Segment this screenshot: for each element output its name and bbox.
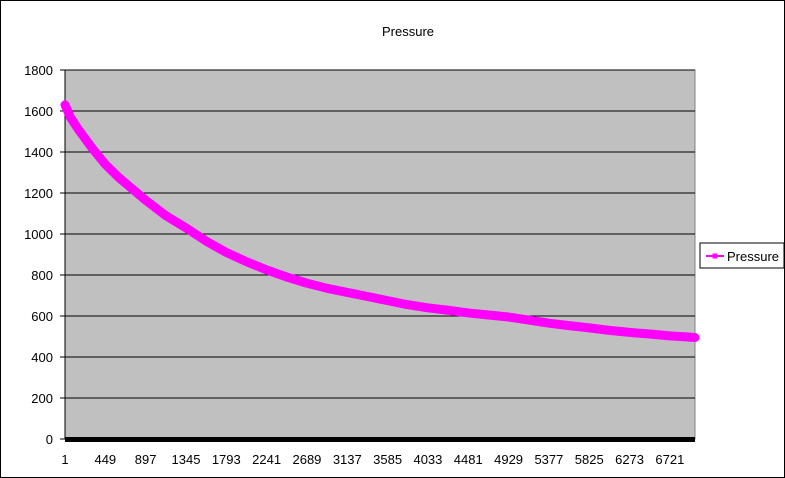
data-point xyxy=(465,309,472,316)
y-tick-label: 1200 xyxy=(24,186,53,201)
data-point xyxy=(666,332,673,339)
y-axis: 0 200 400 600 800 1000 1200 1400 1600 1800 xyxy=(24,63,66,447)
y-tick-label: 600 xyxy=(31,309,53,324)
y-tick-label: 1400 xyxy=(24,145,53,160)
x-axis: 1 449 897 1345 1793 2241 2689 3137 3585 4033 4481 4… xyxy=(61,437,695,467)
data-point xyxy=(182,224,189,231)
data-point xyxy=(115,174,122,181)
series-layer xyxy=(60,100,700,343)
data-point xyxy=(626,329,633,336)
y-tick-label: 0 xyxy=(46,432,53,447)
data-point xyxy=(692,334,698,341)
x-tick-label: 5825 xyxy=(575,452,604,467)
y-tick-label: 200 xyxy=(31,391,53,406)
x-tick-label: 5377 xyxy=(534,452,563,467)
data-point xyxy=(682,333,689,340)
y-tick-label: 1000 xyxy=(24,227,53,242)
x-tick-label: 1793 xyxy=(212,452,241,467)
chart-title: Pressure xyxy=(382,24,434,39)
x-tick-label: 3137 xyxy=(333,452,362,467)
data-point xyxy=(586,324,593,331)
data-point xyxy=(243,258,250,265)
data-point xyxy=(505,314,512,321)
x-tick-label: 2689 xyxy=(292,452,321,467)
data-point xyxy=(324,285,331,292)
data-point xyxy=(646,331,653,338)
legend-label: Pressure xyxy=(727,249,779,264)
y-tick-label: 1800 xyxy=(24,63,53,78)
data-point xyxy=(485,311,492,318)
gridlines xyxy=(65,69,695,399)
data-point xyxy=(263,266,270,273)
x-tick-label: 6273 xyxy=(615,452,644,467)
data-point xyxy=(223,249,230,256)
data-point xyxy=(445,307,452,314)
x-tick-label: 4033 xyxy=(413,452,442,467)
y-tick-label: 400 xyxy=(31,350,53,365)
data-point xyxy=(142,197,149,204)
data-point xyxy=(75,126,82,133)
x-tick-label: 1 xyxy=(61,452,68,467)
data-point xyxy=(525,317,532,324)
data-point xyxy=(88,144,95,151)
x-tick-label: 4929 xyxy=(494,452,523,467)
data-point xyxy=(566,322,573,329)
data-point xyxy=(162,212,169,219)
x-axis-band xyxy=(65,437,695,442)
x-tick-label: 6721 xyxy=(655,452,684,467)
plot-area xyxy=(64,69,696,440)
y-tick-label: 800 xyxy=(31,268,53,283)
x-tick-label: 897 xyxy=(135,452,157,467)
data-point xyxy=(67,114,74,121)
legend: Pressure xyxy=(699,242,785,269)
x-tick-label: 1345 xyxy=(172,452,201,467)
x-tick-label: 4481 xyxy=(454,452,483,467)
data-point xyxy=(424,304,431,311)
data-point xyxy=(344,289,351,296)
data-point xyxy=(384,297,391,304)
data-point xyxy=(404,301,411,308)
y-tick-label: 1600 xyxy=(24,104,53,119)
data-point xyxy=(303,280,310,287)
legend-marker xyxy=(712,253,718,259)
x-tick-label: 449 xyxy=(94,452,116,467)
data-point xyxy=(203,238,210,245)
data-point xyxy=(102,161,109,168)
data-point xyxy=(606,327,613,334)
data-point xyxy=(62,101,68,108)
data-point xyxy=(364,293,371,300)
x-tick-label: 3585 xyxy=(373,452,402,467)
data-point xyxy=(545,320,552,327)
x-tick-label: 2241 xyxy=(252,452,281,467)
data-point xyxy=(283,274,290,281)
